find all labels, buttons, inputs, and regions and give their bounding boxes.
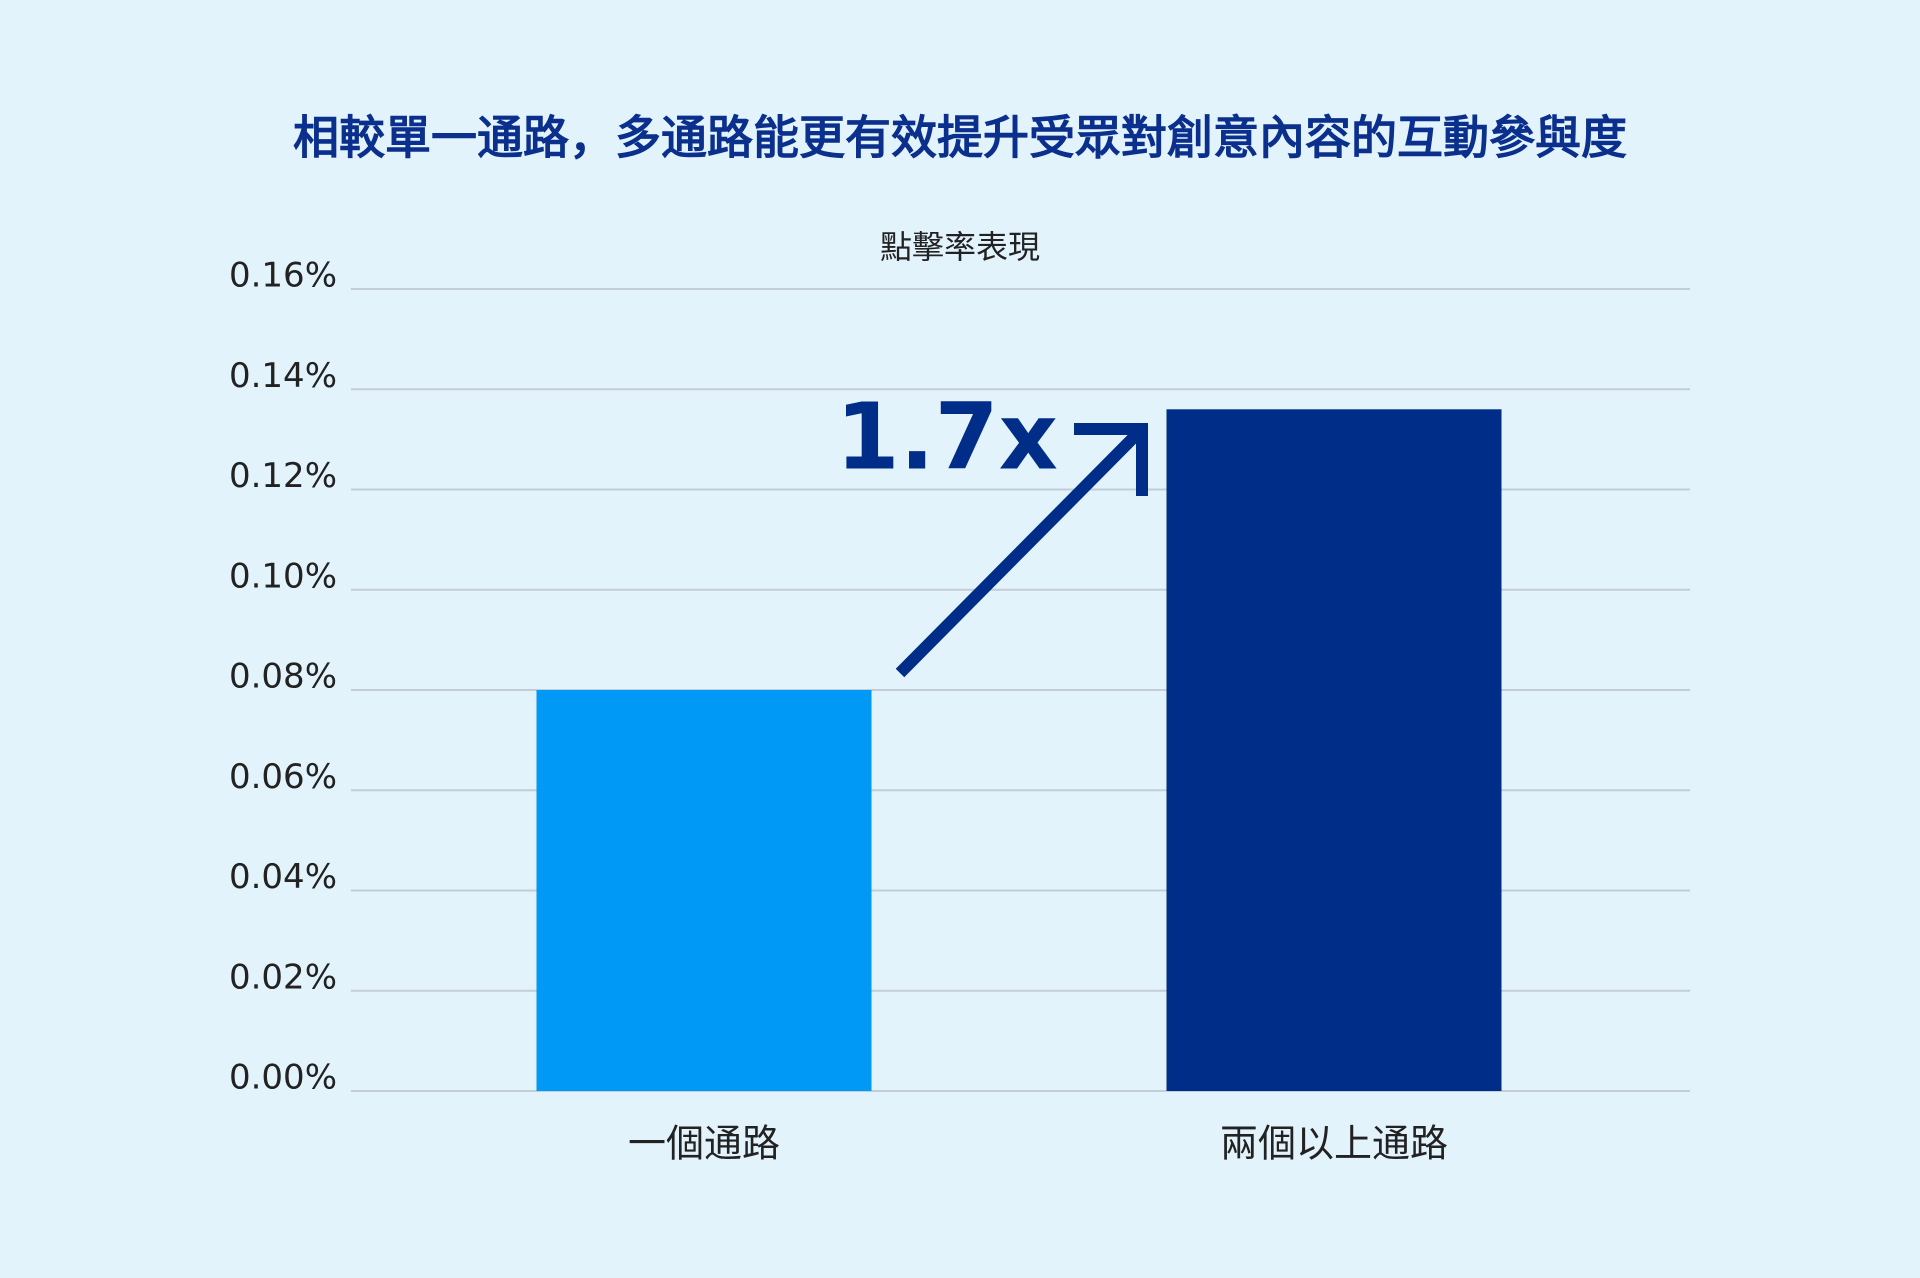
arrow bbox=[895, 423, 1148, 678]
annotation: 1.7x bbox=[836, 383, 1058, 490]
y-tick-label: 0.06% bbox=[229, 757, 337, 797]
bar bbox=[536, 690, 872, 1091]
bar bbox=[1166, 409, 1502, 1091]
x-tick-label: 兩個以上通路 bbox=[1220, 1122, 1448, 1166]
y-tick-label: 0.08% bbox=[229, 657, 337, 697]
chart-title: 相較單一通路，多通路能更有效提升受眾對創意內容的互動參與度 bbox=[293, 111, 1627, 165]
y-tick-label: 0.00% bbox=[229, 1058, 337, 1098]
y-tick-label: 0.14% bbox=[229, 356, 337, 396]
y-tick-label: 0.04% bbox=[229, 857, 337, 897]
y-tick-label: 0.16% bbox=[229, 256, 337, 296]
y-tick-label: 0.12% bbox=[229, 456, 337, 496]
plot-area: 0.00% 0.02% 0.04% 0.06% 0.08% 0.10% 0.12% 0.14%… bbox=[229, 256, 1690, 1166]
x-tick-label: 一個通路 bbox=[628, 1122, 780, 1166]
y-tick-label: 0.02% bbox=[229, 957, 337, 997]
y-tick-label: 0.10% bbox=[229, 556, 337, 596]
chart-subtitle: 點擊率表現 bbox=[880, 228, 1040, 266]
